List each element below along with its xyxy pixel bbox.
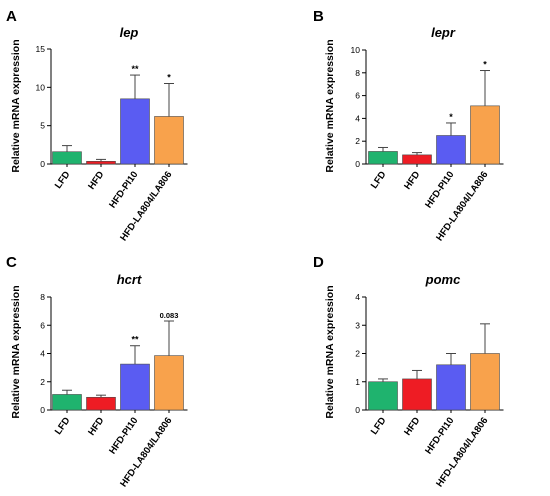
x-category-label: HFD	[402, 415, 422, 437]
panel-title: pomc	[425, 272, 461, 287]
x-category-label: LFD	[53, 169, 73, 191]
bar-lfd	[368, 151, 398, 165]
bar-hfd-pi10	[436, 364, 466, 411]
significance-label: **	[131, 64, 139, 74]
panel-letter: C	[6, 254, 17, 271]
y-tick-label: 6	[40, 320, 45, 330]
y-tick-label: 4	[355, 113, 360, 123]
y-tick-label: 0	[355, 405, 360, 415]
panel-title: lep	[120, 25, 139, 40]
panel-title: hcrt	[117, 272, 142, 287]
y-tick-label: 10	[36, 82, 46, 92]
x-category-label: LFD	[53, 415, 73, 437]
bar-hfd-pi10	[120, 98, 150, 165]
bar-hfd-la804-la806	[154, 116, 184, 165]
bar-hfd-pi10	[436, 135, 466, 165]
y-tick-label: 6	[355, 91, 360, 101]
y-axis-label: Relative mRNA expression	[10, 285, 22, 418]
bar-hfd	[402, 378, 432, 411]
x-category-label: HFD-PI10	[107, 415, 140, 456]
y-tick-label: 3	[355, 320, 360, 330]
y-tick-label: 0	[40, 159, 45, 169]
x-category-label: LFD	[369, 415, 389, 437]
x-category-label: HFD	[86, 169, 106, 191]
y-tick-label: 0	[40, 405, 45, 415]
y-tick-label: 0	[355, 159, 360, 169]
y-tick-label: 4	[355, 292, 360, 302]
bar-lfd	[52, 394, 82, 411]
significance-label: *	[483, 60, 487, 70]
bar-hfd-la804-la806	[470, 105, 500, 165]
panel-letter: B	[313, 8, 324, 25]
y-tick-label: 2	[355, 349, 360, 359]
x-category-label: LFD	[369, 169, 389, 191]
y-axis-label: Relative mRNA expression	[324, 39, 336, 172]
x-category-label: HFD	[402, 169, 422, 191]
y-tick-label: 2	[40, 377, 45, 387]
bar-hfd-la804-la806	[154, 355, 184, 411]
panel-letter: D	[313, 254, 324, 271]
y-axis-label: Relative mRNA expression	[324, 285, 336, 418]
significance-label: 0.083	[160, 311, 179, 320]
bar-hfd-pi10	[120, 363, 150, 411]
bar-lfd	[52, 151, 82, 165]
y-tick-label: 10	[351, 45, 361, 55]
bar-hfd-la804-la806	[470, 353, 500, 411]
bar-lfd	[368, 381, 398, 411]
bar-hfd	[86, 396, 116, 411]
y-tick-label: 8	[355, 68, 360, 78]
y-tick-label: 5	[40, 121, 45, 131]
y-tick-label: 2	[355, 136, 360, 146]
significance-label: *	[449, 112, 453, 122]
y-tick-label: 4	[40, 349, 45, 359]
panel-letter: A	[6, 8, 17, 25]
significance-label: *	[167, 73, 171, 83]
bar-hfd	[86, 161, 116, 165]
panel-title: lepr	[431, 25, 456, 40]
x-category-label: HFD	[86, 415, 106, 437]
y-tick-label: 1	[355, 377, 360, 387]
significance-label: **	[131, 335, 139, 345]
x-category-label: HFD-PI10	[423, 415, 456, 456]
x-category-label: HFD-PI10	[423, 169, 456, 210]
y-tick-label: 15	[36, 44, 46, 54]
y-tick-label: 8	[40, 292, 45, 302]
x-category-label: HFD-PI10	[107, 169, 140, 210]
bar-hfd	[402, 154, 432, 165]
y-axis-label: Relative mRNA expression	[10, 39, 22, 172]
